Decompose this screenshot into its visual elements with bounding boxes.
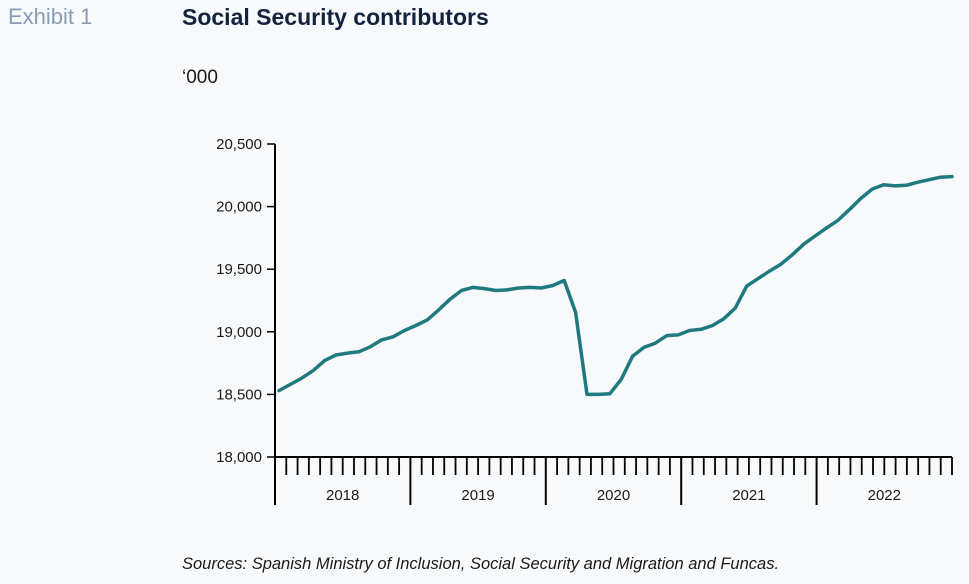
exhibit-label: Exhibit 1 [8, 4, 93, 29]
x-axis: 2018 2019 2020 2021 2022 [275, 456, 953, 505]
y-tick-label: 20,500 [216, 136, 262, 153]
chart-title: Social Security contributors [182, 4, 489, 30]
x-year-label: 2022 [868, 487, 901, 504]
x-year-label: 2021 [732, 487, 765, 504]
y-tick-label: 19,500 [216, 261, 262, 278]
y-axis: 18,000 18,500 19,000 19,500 20,000 20,500 [216, 136, 276, 505]
series-line-contributors [277, 174, 954, 397]
x-year-label: 2020 [597, 487, 630, 504]
y-tick-label: 20,000 [216, 199, 262, 216]
series-group [277, 174, 954, 397]
source-note: Sources: Spanish Ministry of Inclusion, … [182, 555, 780, 573]
x-year-label: 2018 [326, 487, 359, 504]
y-tick-label: 18,000 [216, 449, 262, 466]
y-tick-label: 18,500 [216, 386, 262, 403]
y-tick-label: 19,000 [216, 324, 262, 341]
unit-label: ‘000 [182, 67, 218, 88]
x-year-label: 2019 [461, 487, 494, 504]
